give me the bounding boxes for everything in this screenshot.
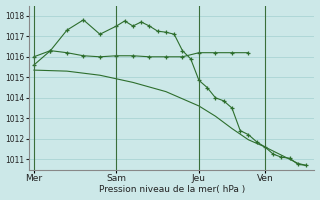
X-axis label: Pression niveau de la mer( hPa ): Pression niveau de la mer( hPa ) (99, 185, 245, 194)
